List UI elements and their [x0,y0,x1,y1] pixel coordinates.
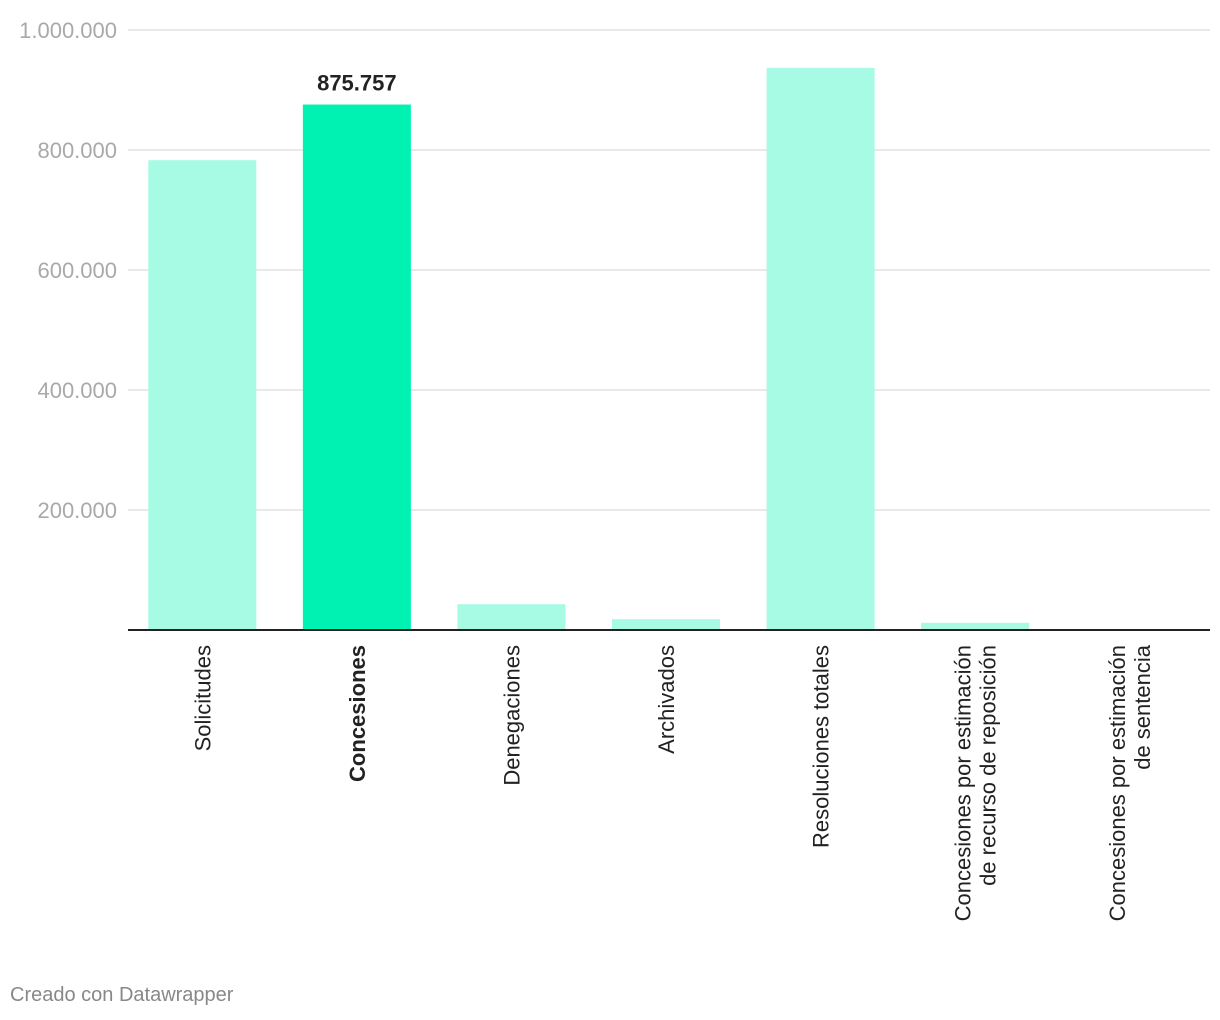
x-tick-label: Concesiones [345,645,370,782]
x-tick-label: de recurso de reposición [976,645,1001,886]
bar [302,104,411,631]
y-tick-label: 800.000 [37,138,117,163]
y-tick-label: 400.000 [37,378,117,403]
y-tick-label: 200.000 [37,498,117,523]
x-tick-label: Concesiones por estimación [1105,645,1130,921]
bar-chart: 200.000 400.000 600.000 800.000 1.000.000 Sol… [19,18,1210,921]
footer-credit: Creado con Datawrapper [10,984,234,1006]
x-tick-label: Solicitudes [190,645,215,751]
x-tick-label: Archivados [654,645,679,754]
y-tick-label: 600.000 [37,258,117,283]
x-tick-label: Concesiones por estimación [951,645,976,921]
bar [148,160,257,630]
x-tick-label: Denegaciones [499,645,524,786]
bar [921,622,1030,630]
bar [612,619,720,630]
x-tick-label: de sentencia [1130,644,1155,770]
y-tick-label: 1.000.000 [19,18,117,43]
data-label: 875.757 [317,71,397,96]
x-tick-label: Resoluciones totales [809,645,834,848]
bar [457,604,566,630]
bar [766,67,875,631]
